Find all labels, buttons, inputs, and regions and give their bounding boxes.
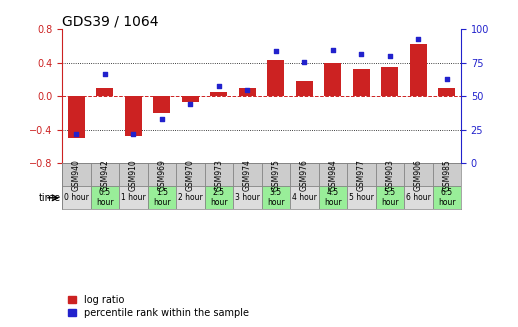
- Bar: [433, 186, 461, 209]
- Point: [271, 48, 280, 54]
- Bar: [290, 186, 319, 209]
- Bar: [91, 186, 119, 209]
- Text: GSM974: GSM974: [243, 159, 252, 191]
- Bar: [290, 164, 319, 186]
- Text: 1.5
hour: 1.5 hour: [153, 188, 171, 207]
- Bar: [381, 67, 398, 96]
- Point: [300, 59, 309, 64]
- Text: GSM940: GSM940: [72, 159, 81, 191]
- Point: [357, 51, 365, 56]
- Bar: [296, 81, 313, 96]
- Bar: [96, 88, 113, 96]
- Bar: [404, 164, 433, 186]
- Bar: [182, 96, 199, 102]
- Bar: [239, 88, 256, 96]
- Bar: [148, 164, 176, 186]
- Bar: [62, 186, 91, 209]
- Bar: [176, 164, 205, 186]
- Bar: [62, 164, 91, 186]
- Bar: [233, 164, 262, 186]
- Point: [186, 102, 195, 107]
- Bar: [233, 186, 262, 209]
- Bar: [267, 60, 284, 96]
- Text: 3 hour: 3 hour: [235, 193, 260, 202]
- Point: [328, 47, 337, 52]
- Text: GSM973: GSM973: [214, 159, 223, 191]
- Point: [243, 87, 252, 92]
- Text: GSM942: GSM942: [100, 159, 109, 191]
- Bar: [319, 164, 347, 186]
- Bar: [324, 63, 341, 96]
- Text: 4.5
hour: 4.5 hour: [324, 188, 342, 207]
- Text: 2.5
hour: 2.5 hour: [210, 188, 228, 207]
- Point: [385, 54, 394, 59]
- Bar: [347, 164, 376, 186]
- Text: GSM969: GSM969: [157, 159, 166, 191]
- Bar: [410, 44, 427, 96]
- Bar: [376, 164, 404, 186]
- Bar: [376, 186, 404, 209]
- Text: 6.5
hour: 6.5 hour: [438, 188, 456, 207]
- Bar: [176, 186, 205, 209]
- Bar: [205, 164, 233, 186]
- Text: GSM976: GSM976: [300, 159, 309, 191]
- Bar: [68, 96, 85, 138]
- Bar: [125, 96, 142, 136]
- Text: GSM910: GSM910: [129, 159, 138, 191]
- Text: 5.5
hour: 5.5 hour: [381, 188, 399, 207]
- Text: 4 hour: 4 hour: [292, 193, 317, 202]
- Point: [72, 131, 81, 136]
- Bar: [91, 164, 119, 186]
- Point: [442, 77, 451, 82]
- Text: GSM977: GSM977: [357, 159, 366, 191]
- Bar: [119, 164, 148, 186]
- Text: 6 hour: 6 hour: [406, 193, 431, 202]
- Text: GSM975: GSM975: [271, 159, 280, 191]
- Point: [130, 131, 138, 136]
- Bar: [438, 88, 455, 96]
- Text: GSM906: GSM906: [414, 159, 423, 191]
- Bar: [347, 186, 376, 209]
- Text: GDS39 / 1064: GDS39 / 1064: [62, 14, 159, 28]
- Text: time: time: [39, 193, 61, 203]
- Bar: [353, 69, 370, 96]
- Text: 5 hour: 5 hour: [349, 193, 374, 202]
- Text: GSM984: GSM984: [328, 159, 337, 191]
- Bar: [210, 92, 227, 96]
- Text: GSM985: GSM985: [442, 159, 451, 191]
- Text: 1 hour: 1 hour: [121, 193, 146, 202]
- Point: [414, 36, 423, 42]
- Bar: [148, 186, 176, 209]
- Point: [100, 71, 109, 76]
- Bar: [404, 186, 433, 209]
- Text: 0 hour: 0 hour: [64, 193, 89, 202]
- Text: 3.5
hour: 3.5 hour: [267, 188, 285, 207]
- Bar: [205, 186, 233, 209]
- Text: 2 hour: 2 hour: [178, 193, 203, 202]
- Bar: [319, 186, 347, 209]
- Point: [214, 83, 223, 88]
- Point: [157, 116, 166, 122]
- Bar: [119, 186, 148, 209]
- Text: GSM970: GSM970: [186, 159, 195, 191]
- Bar: [153, 96, 170, 113]
- Bar: [262, 164, 290, 186]
- Bar: [433, 164, 461, 186]
- Bar: [262, 186, 290, 209]
- Text: GSM903: GSM903: [385, 159, 394, 191]
- Legend: log ratio, percentile rank within the sample: log ratio, percentile rank within the sa…: [67, 294, 250, 319]
- Text: 0.5
hour: 0.5 hour: [96, 188, 114, 207]
